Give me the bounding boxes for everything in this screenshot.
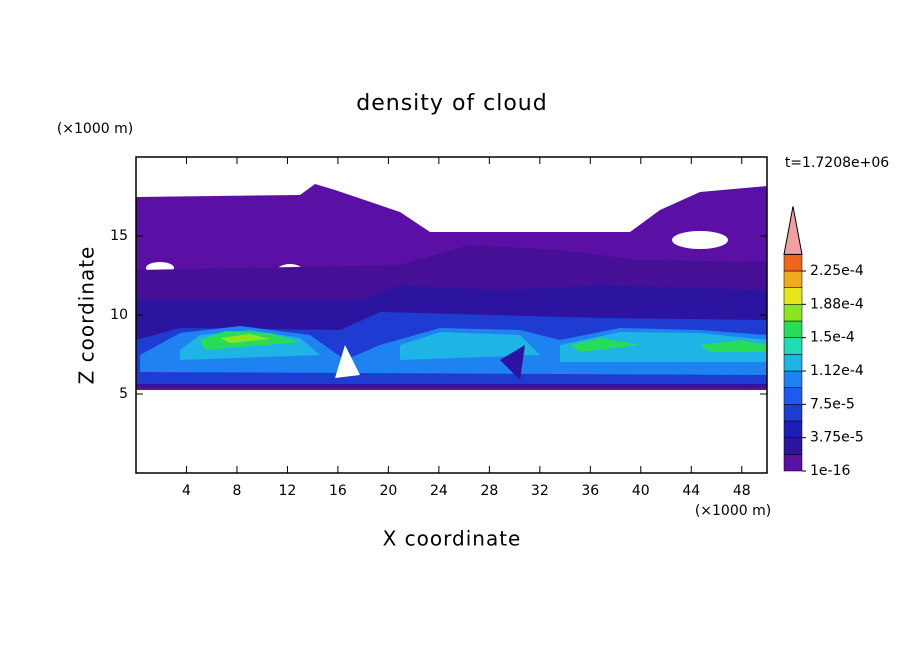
colorbar-box bbox=[783, 370, 803, 388]
x-tick-label: 12 bbox=[279, 483, 297, 499]
contour-field bbox=[136, 184, 767, 390]
colorbar-box bbox=[783, 404, 803, 422]
x-tick-label: 40 bbox=[632, 483, 650, 499]
y-axis-label: Z coordinate bbox=[75, 246, 99, 385]
chart-title: density of cloud bbox=[356, 91, 547, 116]
x-unit: (×1000 m) bbox=[695, 503, 771, 519]
x-tick-label: 32 bbox=[531, 483, 549, 499]
x-tick-label: 44 bbox=[682, 483, 700, 499]
colorbar-label: 2.25e-4 bbox=[810, 263, 864, 279]
colorbar-label: 1.5e-4 bbox=[810, 330, 855, 346]
colorbar-label: 7.5e-5 bbox=[810, 396, 855, 412]
colorbar-box bbox=[783, 287, 803, 305]
x-tick-label: 48 bbox=[733, 483, 751, 499]
colorbar-box bbox=[783, 337, 803, 355]
colorbar-label: 1.12e-4 bbox=[810, 363, 864, 379]
y-tick-label: 5 bbox=[119, 386, 128, 402]
x-tick-label: 24 bbox=[430, 483, 448, 499]
colorbar-label: 1.88e-4 bbox=[810, 296, 864, 312]
y-unit: (×1000 m) bbox=[57, 121, 133, 137]
x-tick-label: 20 bbox=[379, 483, 397, 499]
colorbar-box bbox=[783, 320, 803, 338]
colorbar-box bbox=[783, 420, 803, 438]
colorbar-box bbox=[783, 354, 803, 372]
colorbar-box bbox=[783, 454, 803, 472]
colorbar-extend bbox=[783, 206, 803, 255]
colorbar-box bbox=[783, 270, 803, 288]
x-tick-label: 36 bbox=[581, 483, 599, 499]
colorbar-box bbox=[783, 387, 803, 405]
colorbar-label: 1e-16 bbox=[810, 463, 850, 479]
y-tick-label: 10 bbox=[110, 307, 128, 323]
x-tick-label: 8 bbox=[232, 483, 241, 499]
colorbar-box bbox=[783, 437, 803, 455]
x-tick-label: 16 bbox=[329, 483, 347, 499]
x-tick-label: 4 bbox=[182, 483, 191, 499]
colorbar-box bbox=[783, 254, 803, 272]
colorbar-label: 3.75e-5 bbox=[810, 430, 864, 446]
time-annotation: t=1.7208e+06 bbox=[785, 155, 889, 171]
y-tick-label: 15 bbox=[110, 228, 128, 244]
x-axis-label: X coordinate bbox=[383, 527, 522, 551]
x-tick-label: 28 bbox=[480, 483, 498, 499]
colorbar-box bbox=[783, 304, 803, 322]
